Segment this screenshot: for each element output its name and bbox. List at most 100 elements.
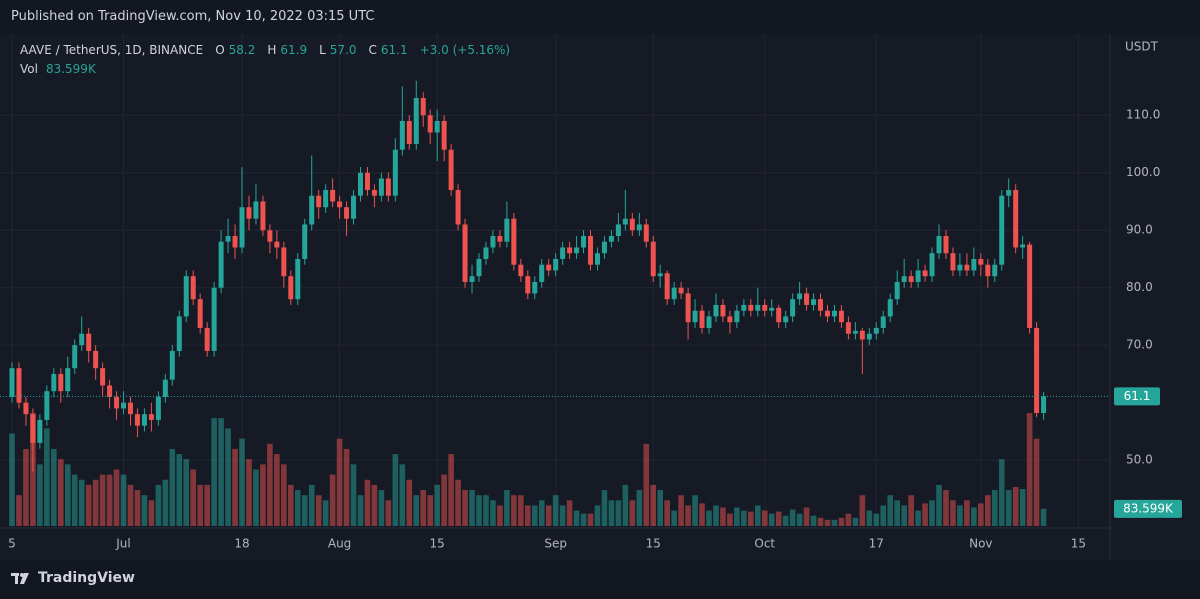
volume-bar	[873, 513, 880, 526]
volume-bar	[866, 510, 873, 526]
candle-body	[51, 373, 57, 392]
volume-bar	[392, 454, 399, 526]
candle-body	[246, 207, 252, 219]
volume-bar	[552, 495, 559, 526]
symbol: AAVE / TetherUS, 1D, BINANCE	[20, 42, 204, 57]
candle-body	[601, 241, 607, 254]
volume-value-box	[1114, 499, 1182, 518]
candle-body	[971, 258, 977, 271]
volume-bar	[817, 517, 824, 526]
candle-body	[274, 241, 280, 248]
ohlc-value: 61.9	[280, 42, 308, 57]
volume-bar	[852, 517, 859, 526]
volume-bar	[176, 454, 183, 526]
volume-bar	[71, 474, 78, 526]
candle-body	[288, 276, 294, 300]
candle-body	[608, 235, 614, 242]
volume-row: Vol 83.599K	[20, 59, 510, 78]
volume-bar	[922, 503, 928, 526]
candle-body	[685, 293, 691, 323]
x-tick-label: 15	[1071, 537, 1086, 551]
volume-bar	[267, 443, 273, 526]
candle-body	[790, 299, 796, 317]
candle-body	[476, 258, 482, 277]
candle-body	[985, 264, 991, 277]
volume-bar	[155, 484, 162, 526]
volume-bar	[678, 495, 684, 526]
candle-body	[79, 333, 85, 346]
volume-bar	[559, 505, 566, 526]
volume-bar	[85, 484, 92, 526]
volume-bar	[671, 510, 677, 526]
candle-body	[162, 379, 168, 397]
volume-bar	[113, 469, 120, 526]
volume-bar	[162, 479, 169, 526]
volume-bar	[1005, 490, 1012, 526]
volume-bar	[615, 500, 622, 526]
volume-bar	[9, 433, 15, 526]
candle-body	[727, 316, 733, 323]
volume-bar	[448, 454, 454, 526]
volume-bar	[706, 510, 712, 526]
candle-body	[1006, 189, 1012, 196]
volume-bar	[824, 519, 831, 526]
x-tick-label: Nov	[969, 537, 992, 551]
volume-bar	[99, 474, 106, 526]
volume-bar	[524, 505, 531, 526]
x-tick-label: 15	[430, 537, 445, 551]
candle-body	[560, 247, 566, 259]
candle-body	[267, 230, 273, 242]
candle-body	[490, 235, 496, 248]
volume-bar	[1019, 489, 1026, 526]
volume-bar	[761, 510, 768, 526]
volume-bar	[399, 464, 406, 526]
candle-body	[831, 310, 837, 317]
volume-bar	[16, 495, 22, 526]
candle-body	[441, 120, 447, 150]
volume-bar	[573, 510, 580, 526]
candle-body	[824, 310, 830, 317]
volume-name: Vol	[20, 61, 38, 76]
volume-bar	[336, 438, 343, 526]
volume-bar	[427, 495, 433, 526]
volume-bar	[371, 484, 378, 526]
volume-value-label: 83.599K	[1123, 501, 1174, 515]
candle-body	[260, 201, 266, 231]
volume-bar	[803, 507, 810, 526]
volume-bar	[169, 448, 176, 526]
volume-bar	[734, 507, 740, 526]
candle-body	[594, 253, 600, 265]
volume-bar	[580, 513, 587, 526]
candle-body	[887, 299, 893, 317]
volume-bar	[650, 484, 657, 526]
candle-body	[434, 120, 440, 133]
volume-bar	[308, 484, 315, 526]
volume-bar	[483, 495, 489, 526]
candle-body	[922, 270, 928, 277]
candle-body	[838, 310, 844, 323]
candle-body	[239, 207, 245, 248]
volume-bar	[260, 464, 266, 526]
candle-body	[295, 258, 301, 300]
volume-bar	[796, 513, 803, 526]
volume-bar	[420, 490, 427, 526]
candle-body	[950, 253, 956, 271]
candle-body	[9, 368, 15, 397]
volume-bar	[322, 500, 329, 526]
ohlc-letter: C	[368, 42, 377, 57]
volume-bar	[685, 505, 691, 526]
volume-bar	[601, 490, 608, 526]
candle-body	[713, 304, 719, 317]
candle-body	[44, 391, 50, 420]
candle-body	[448, 149, 454, 190]
volume-bar	[253, 469, 259, 526]
candle-body	[1020, 244, 1026, 248]
volume-bar	[950, 500, 956, 526]
volume-bar	[51, 448, 57, 526]
volume-bar	[288, 484, 294, 526]
candle-body	[351, 195, 357, 219]
candle-body	[588, 235, 594, 265]
candle-body	[636, 224, 642, 231]
candle-body	[880, 316, 886, 328]
